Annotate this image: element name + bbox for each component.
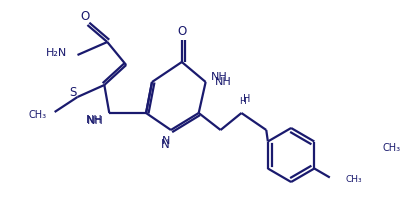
Text: NH: NH xyxy=(85,115,102,125)
Text: H₂N: H₂N xyxy=(46,48,68,58)
Text: H: H xyxy=(239,97,246,106)
Text: N: N xyxy=(160,138,169,151)
Text: O: O xyxy=(177,25,186,38)
Text: NH: NH xyxy=(211,72,227,82)
Text: H: H xyxy=(243,94,250,104)
Text: NH: NH xyxy=(87,116,103,126)
Text: CH₃: CH₃ xyxy=(29,110,47,120)
Text: N: N xyxy=(162,136,170,146)
Text: O: O xyxy=(81,10,90,23)
Text: NH: NH xyxy=(215,77,231,87)
Text: CH₃: CH₃ xyxy=(346,175,362,184)
Text: S: S xyxy=(69,86,76,99)
Text: CH₃: CH₃ xyxy=(382,143,401,153)
